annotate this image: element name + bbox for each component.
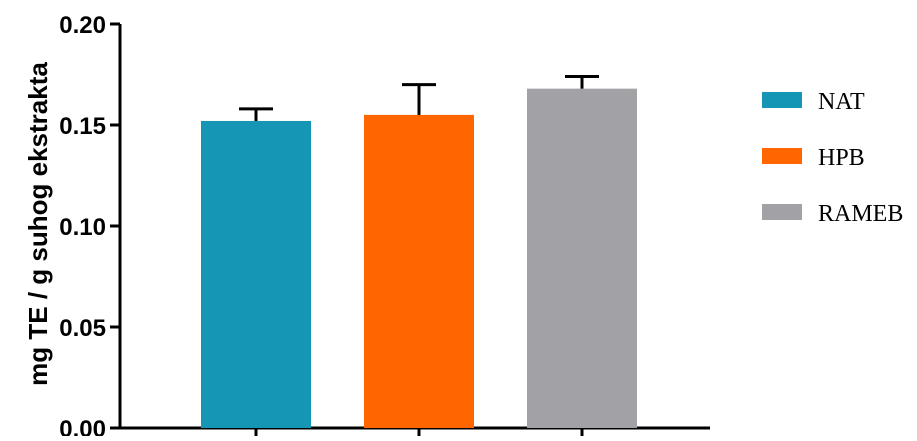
bar-rameb	[527, 88, 637, 428]
y-tick-label: 0.15	[59, 113, 106, 140]
legend-swatch-nat	[762, 92, 802, 108]
y-tick-label: 0.00	[59, 416, 106, 436]
bars	[201, 75, 637, 429]
y-tick-label: 0.05	[59, 315, 106, 342]
legend-label-rameb: RAMEB	[818, 201, 903, 227]
y-tick-label: 0.20	[59, 12, 106, 39]
bar-nat	[201, 120, 311, 429]
legend: NAT HPB RAMEB	[762, 89, 903, 227]
legend-label-nat: NAT	[818, 89, 865, 115]
legend-label-hpb: HPB	[818, 145, 865, 171]
legend-swatch-rameb	[762, 204, 802, 220]
legend-swatch-hpb	[762, 148, 802, 164]
bar-hpb	[364, 114, 474, 429]
y-axis-title: mg TE / g suhog ekstrakta	[23, 62, 53, 386]
y-tick-label: 0.10	[59, 214, 106, 241]
